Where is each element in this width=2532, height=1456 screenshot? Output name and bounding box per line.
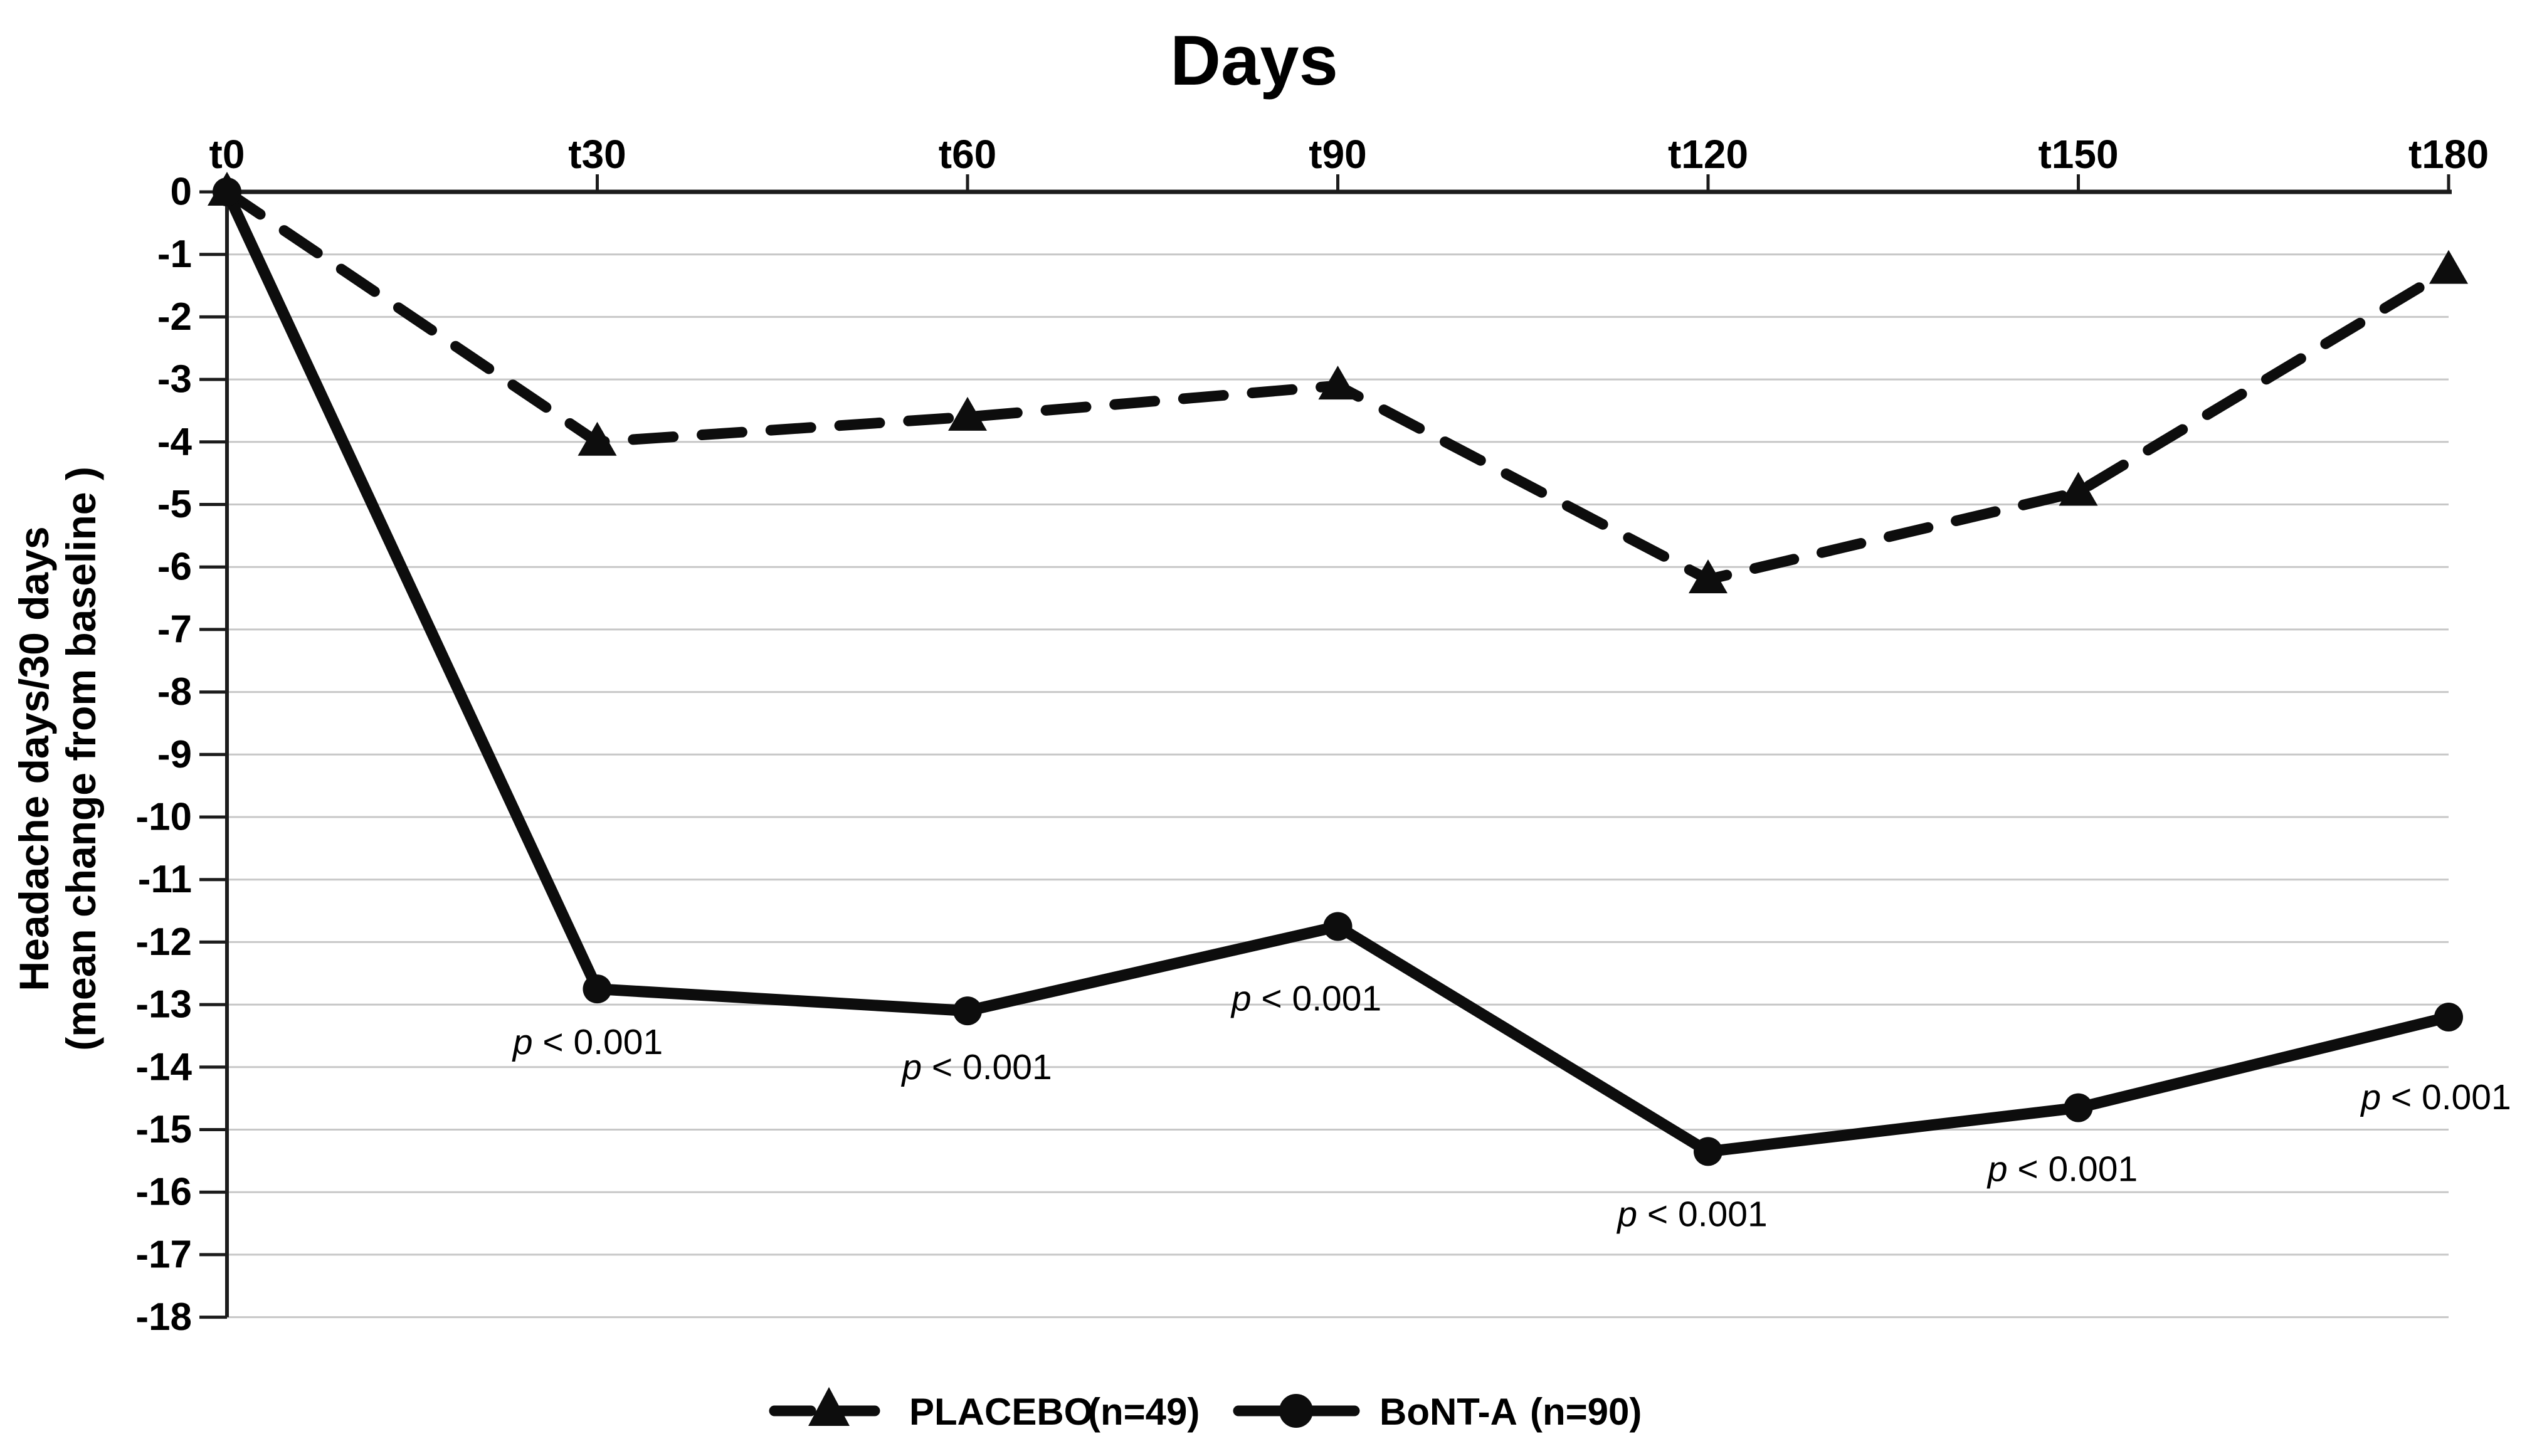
- y-tick-label: -8: [157, 670, 192, 714]
- y-tick-label: -15: [135, 1108, 192, 1151]
- bont-a-marker-t0: [213, 177, 241, 206]
- p-value-annotation-t30: p < 0.001: [512, 1022, 663, 1062]
- series-layer: [208, 172, 2468, 1166]
- placebo-marker-t30: [578, 421, 617, 456]
- y-tick-label: -7: [157, 608, 192, 651]
- p-value-annotation-t90: p < 0.001: [1230, 978, 1381, 1018]
- chart-title: Days: [1170, 21, 1338, 100]
- x-tick-label: t90: [1309, 132, 1367, 177]
- y-tick-label: -3: [157, 358, 192, 401]
- y-tick-label: -13: [135, 983, 192, 1026]
- legend: PLACEBO (n=49) BoNT-A (n=90): [769, 1387, 1642, 1433]
- x-tick-label: t180: [2408, 132, 2489, 177]
- x-tick-label: t120: [1668, 132, 1748, 177]
- y-tick-label: -11: [138, 858, 192, 901]
- x-tick-label: t0: [209, 132, 245, 177]
- y-tick-label: -5: [157, 483, 192, 526]
- legend-label-placebo-n: (n=49): [1088, 1391, 1200, 1433]
- placebo-marker-t60: [948, 396, 987, 431]
- y-tick-label: -4: [157, 420, 193, 463]
- bont-a-marker-t90: [1323, 912, 1353, 941]
- placebo-marker-t120: [1689, 559, 1728, 594]
- legend-label-bonta: BoNT-A: [1379, 1391, 1517, 1433]
- y-tick-label: -6: [157, 546, 192, 589]
- x-tick-label: t60: [939, 132, 997, 177]
- y-tick-label: -12: [135, 921, 192, 964]
- y-tick-label: -14: [135, 1045, 192, 1089]
- gridlines-layer: [227, 253, 2449, 1319]
- bont-a-marker-t30: [583, 974, 612, 1004]
- x-tick-label: t30: [568, 132, 626, 177]
- bonta-legend-circle-icon: [1279, 1394, 1313, 1428]
- y-tick-label: -17: [135, 1233, 192, 1276]
- y-tick-label: -16: [135, 1171, 192, 1214]
- y-axis-title-line2: (mean change from baseline ): [58, 467, 104, 1051]
- y-tick-label: 0: [171, 171, 192, 214]
- placebo-legend-triangle-icon: [808, 1387, 850, 1426]
- p-value-annotation-t180: p < 0.001: [2360, 1077, 2511, 1117]
- y-tick-label: -9: [157, 733, 192, 776]
- bont-a-marker-t180: [2434, 1003, 2463, 1032]
- y-tick-label: -18: [135, 1295, 192, 1339]
- y-axis-title-line1: Headache days/30 days: [11, 526, 57, 991]
- p-value-annotation-t120: p < 0.001: [1616, 1194, 1767, 1234]
- bont-a-marker-t150: [2064, 1093, 2093, 1122]
- y-tick-label: -1: [157, 233, 192, 276]
- x-tick-label: t150: [2038, 132, 2118, 177]
- y-tick-label: -10: [135, 796, 192, 839]
- annotations-layer: p < 0.001 p < 0.001 p < 0.001 p < 0.001 p < …: [512, 978, 2511, 1234]
- legend-label-bonta-n: (n=90): [1530, 1391, 1642, 1433]
- y-tick-label: -2: [157, 295, 192, 339]
- p-value-annotation-t60: p < 0.001: [900, 1047, 1052, 1087]
- axes-layer: 0 -1 -2 -3 -4 -5 -6 -7 -8 -9 -10 -11 -12 -13 -14 -15 -16…: [135, 132, 2489, 1339]
- bont-a-marker-t60: [953, 996, 982, 1026]
- bont-a-marker-t120: [1694, 1137, 1722, 1166]
- legend-label-placebo: PLACEBO: [909, 1391, 1093, 1433]
- placebo-marker-t150: [2059, 472, 2098, 506]
- p-value-annotation-t150: p < 0.001: [1986, 1149, 2138, 1190]
- placebo-marker-t90: [1318, 366, 1358, 400]
- placebo-marker-t180: [2429, 250, 2468, 284]
